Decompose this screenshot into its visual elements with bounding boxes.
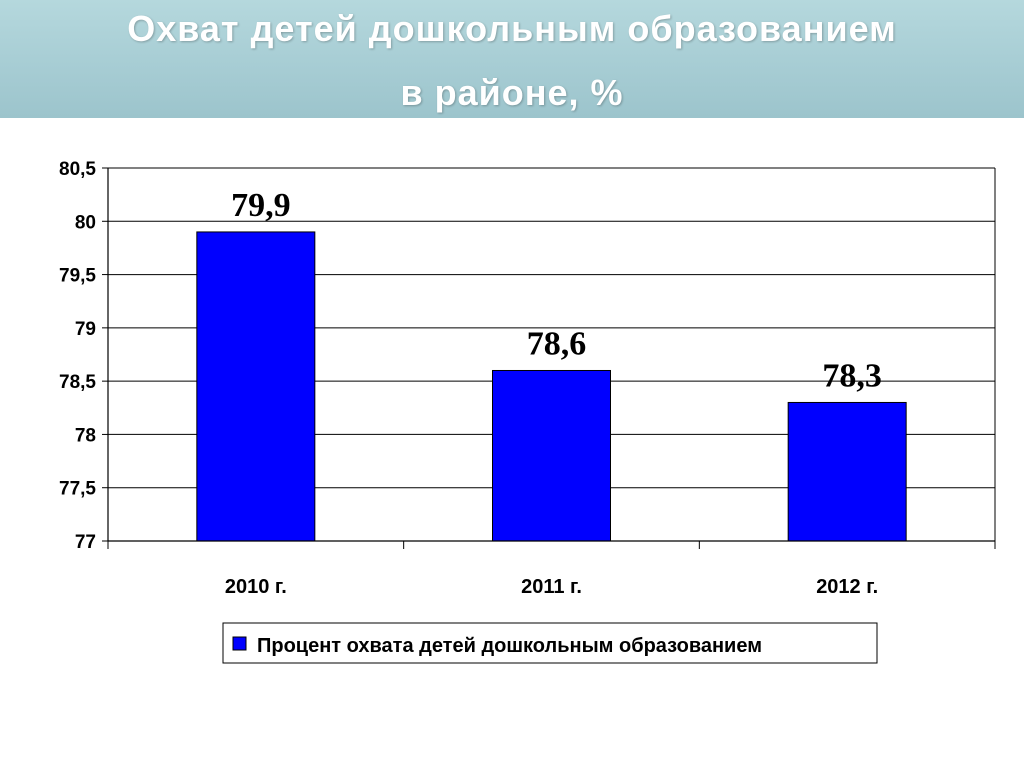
bars [196, 231, 907, 542]
data-label: 79,9 [231, 187, 291, 224]
legend-box [222, 622, 878, 664]
y-tick-label: 80 [75, 212, 96, 233]
axes [107, 168, 996, 549]
data-label: 78,6 [527, 325, 587, 362]
legend-label: Процент охвата детей дошкольным образова… [257, 635, 762, 657]
x-axis-categories: 2010 г. 2011 г. 2012 г. [225, 576, 878, 598]
data-labels: 79,9 78,6 78,3 [231, 187, 882, 395]
y-tick-label: 80,5 [59, 159, 96, 180]
bar [787, 401, 907, 542]
y-tick-label: 79,5 [59, 266, 96, 287]
data-label: 78,3 [822, 357, 882, 394]
y-tick-label: 77,5 [59, 479, 96, 500]
bar [492, 369, 611, 542]
y-tick-label: 77 [75, 532, 96, 553]
bar [196, 231, 316, 542]
x-category-label: 2012 г. [816, 576, 878, 598]
y-tick-label: 78 [75, 425, 96, 446]
y-axis-ticks: 77 77,5 78 78,5 79 79,5 80 80,5 [59, 159, 108, 553]
legend: Процент охвата детей дошкольным образова… [222, 622, 878, 664]
x-category-label: 2010 г. [225, 576, 287, 598]
y-tick-label: 79 [75, 319, 96, 340]
slide-title-line1: Охват детей дошкольным образованием [127, 8, 897, 49]
x-category-label: 2011 г. [521, 576, 582, 598]
legend-swatch [232, 636, 247, 651]
slide-title-line2: в районе, % [400, 72, 624, 113]
title-banner: Охват детей дошкольным образованием в ра… [0, 0, 1024, 118]
y-tick-label: 78,5 [59, 372, 96, 393]
